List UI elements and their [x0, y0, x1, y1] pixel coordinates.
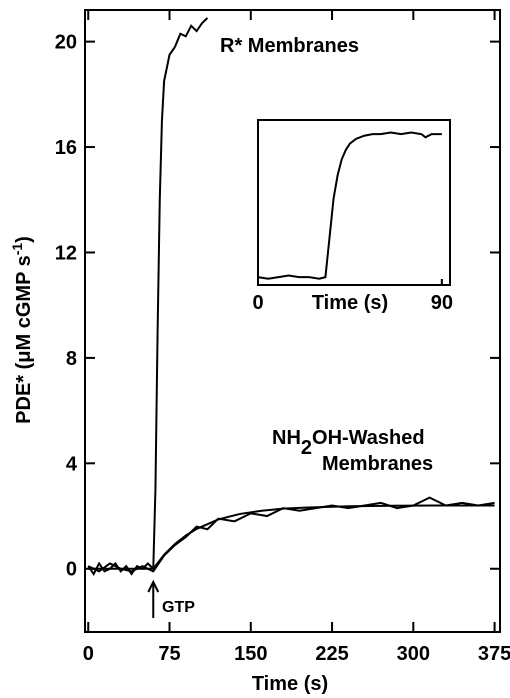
y-tick-label: 16 — [55, 137, 77, 159]
annotation: NH — [272, 427, 301, 449]
data-line — [88, 504, 495, 570]
y-tick-label: 20 — [55, 32, 77, 54]
arrow-head — [147, 579, 160, 593]
annotation: GTP — [162, 599, 195, 616]
plot-frame — [84, 9, 501, 633]
annotation: 2 — [301, 437, 312, 459]
x-tick-label: 375 — [478, 643, 510, 665]
y-axis-label: ) — [13, 236, 35, 243]
x-tick-label: 75 — [158, 643, 180, 665]
annotation: OH-Washed — [312, 427, 425, 449]
y-tick-label: 0 — [66, 559, 77, 581]
y-tick-label: 12 — [55, 242, 77, 264]
data-line — [87, 496, 495, 573]
x-tick-label: 0 — [83, 643, 94, 665]
y-axis-label: -1 — [9, 243, 25, 256]
x-tick-label: 225 — [315, 643, 348, 665]
x-axis-label: Time (s) — [252, 673, 328, 695]
x-tick-label: 150 — [234, 643, 267, 665]
x-tick-label: 90 — [431, 292, 453, 314]
data-line — [87, 17, 209, 576]
annotation: R* Membranes — [220, 35, 359, 57]
y-tick-label: 8 — [66, 348, 77, 370]
x-tick-label: 300 — [397, 643, 430, 665]
annotation: Membranes — [322, 453, 433, 475]
y-axis-label: PDE* (μM cGMP s — [13, 255, 35, 424]
y-tick-label: 4 — [66, 453, 78, 475]
plot-frame — [257, 119, 451, 286]
y-axis-label: PDE* (μM cGMP s-1) — [9, 236, 35, 424]
inset-x-axis-label: Time (s) — [312, 292, 388, 314]
annotation: NH2OH-Washed — [272, 427, 425, 459]
data-line — [257, 131, 442, 280]
x-tick-label: 0 — [252, 292, 263, 314]
